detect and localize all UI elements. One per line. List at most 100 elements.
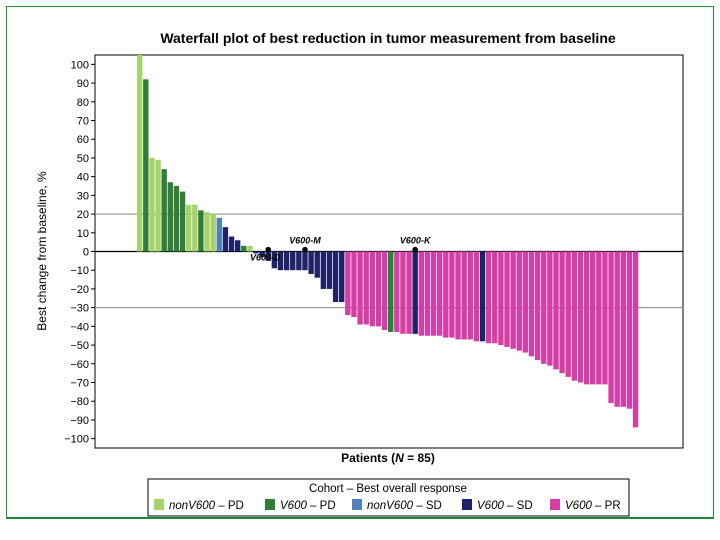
y-tick-label: −90 (70, 415, 89, 427)
bar-vPD (161, 169, 167, 252)
bar-vPD (241, 245, 247, 252)
bar-vPR (498, 251, 504, 346)
bar-vPR (541, 251, 547, 364)
bar-vPR (345, 251, 351, 316)
annotation-label: V600-M (289, 236, 321, 246)
bar-vPR (516, 251, 522, 351)
bar-vPR (461, 251, 467, 340)
y-axis-label: Best change from baseline, % (35, 171, 49, 331)
bar-vPR (381, 251, 388, 331)
y-tick-label: 60 (77, 134, 89, 146)
bar-vPD (179, 191, 186, 252)
bar-vSD (271, 251, 278, 269)
y-tick-label: −80 (70, 396, 89, 408)
bar-vPR (375, 251, 382, 327)
bar-vPR (596, 251, 602, 385)
bar-vPR (406, 251, 412, 334)
legend-label-vSD: V600 – SD (477, 500, 533, 512)
bar-nonPD (247, 245, 253, 252)
bar-vPR (571, 251, 578, 381)
legend-swatch-vSD (462, 499, 472, 510)
bar-vSD (308, 251, 314, 274)
legend-swatch-nonSD (352, 499, 362, 510)
bar-vPR (418, 251, 424, 336)
bar-vSD (265, 251, 271, 261)
bar-vPR (614, 251, 620, 407)
bars-group (137, 55, 639, 428)
legend-swatch-vPR (550, 499, 560, 510)
bar-vPR (351, 251, 357, 317)
bar-vPD (198, 210, 204, 252)
bar-vSD (332, 251, 339, 303)
bar-nonPD (210, 214, 216, 252)
bar-vSD (320, 251, 327, 289)
bar-vSD (290, 251, 296, 271)
bar-vPR (473, 251, 480, 342)
legend-swatch-nonPD (154, 499, 164, 510)
y-tick-label: −70 (70, 378, 89, 390)
legend-box (147, 478, 630, 517)
y-tick-label: 90 (77, 78, 89, 90)
bar-vSD (314, 251, 320, 278)
bar-vSD (277, 251, 284, 271)
bar-vPR (369, 251, 376, 327)
figure-frame (6, 6, 714, 518)
bar-vSD (339, 251, 345, 303)
bar-nonPD (192, 204, 198, 252)
bar-vSD (253, 251, 259, 254)
bar-vPR (565, 251, 571, 377)
legend-label-nonPD: nonV600 – PD (169, 500, 244, 512)
bar-vPR (504, 251, 510, 347)
bar-vPR (443, 251, 449, 338)
bar-vPR (547, 251, 553, 366)
bar-vPR (577, 251, 584, 383)
bar-vSD (479, 251, 486, 342)
bar-vSD (412, 251, 418, 334)
bar-nonPD (137, 55, 143, 252)
annotation-marker (302, 246, 308, 253)
legend-label-vPR: V600 – PR (565, 500, 621, 512)
legend-label-nonSD: nonV600 – SD (367, 500, 442, 512)
y-tick-label: −40 (70, 321, 89, 333)
bar-vSD (326, 251, 333, 289)
bar-nonPD (155, 159, 161, 252)
bar-vPR (449, 251, 455, 338)
y-tick-label: 40 (77, 172, 89, 184)
y-tick-label: −50 (70, 340, 89, 352)
y-tick-label: −30 (70, 303, 89, 315)
y-tick-label: 70 (77, 116, 89, 128)
bar-vPR (363, 251, 369, 325)
bar-vPD (388, 251, 394, 332)
bar-vPR (602, 251, 608, 385)
y-tick-label: 0 (83, 247, 89, 259)
annotation-marker (412, 246, 418, 253)
bar-vPD (143, 79, 149, 252)
bar-vPR (608, 251, 614, 404)
bar-vSD (259, 251, 265, 258)
bar-vPR (467, 251, 473, 340)
bar-vSD (222, 227, 229, 252)
y-tick-label: 30 (77, 190, 89, 202)
legend-title: Cohort – Best overall response (309, 483, 467, 495)
bar-vSD (302, 251, 308, 271)
bar-vPR (632, 251, 639, 428)
y-tick-label: −20 (70, 284, 89, 296)
bar-vPR (492, 251, 498, 344)
bar-nonSD (216, 217, 222, 252)
annotation-marker (265, 246, 272, 253)
y-tick-label: −10 (70, 265, 89, 277)
bar-vPR (357, 251, 363, 325)
y-tick-label: 10 (77, 228, 89, 240)
bar-vPR (626, 251, 633, 409)
bar-vPR (430, 251, 437, 336)
x-axis-label: Patients (N = 85) (341, 451, 435, 465)
y-tick-label: 80 (77, 97, 89, 109)
bar-vSD (228, 236, 235, 252)
bar-nonPD (204, 212, 210, 252)
bar-vSD (296, 251, 302, 271)
bar-nonPD (149, 157, 155, 252)
annotations: V600-D V600-M V600-K (250, 236, 432, 263)
bar-vPR (394, 251, 400, 332)
bar-vPR (590, 251, 596, 385)
